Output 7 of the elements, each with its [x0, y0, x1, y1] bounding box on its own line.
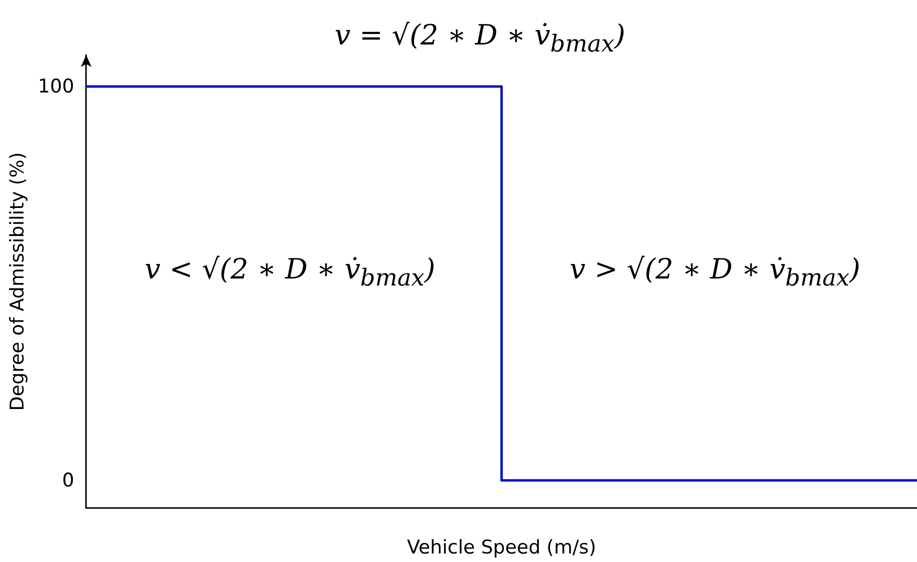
- y-tick-label: 100: [38, 76, 74, 98]
- y-axis-title: Degree of Admissibility (%): [6, 152, 28, 411]
- annotation: v = √(2 ∗ D ∗ v̇$_{bmax}$): [334, 18, 626, 58]
- x-axis-title: Vehicle Speed (m/s): [406, 536, 596, 558]
- y-tick-label: 0: [62, 469, 74, 492]
- annotation: v < √(2 ∗ D ∗ v̇$_{bmax}$): [144, 252, 436, 292]
- annotation: v > √(2 ∗ D ∗ v̇$_{bmax}$): [570, 252, 860, 292]
